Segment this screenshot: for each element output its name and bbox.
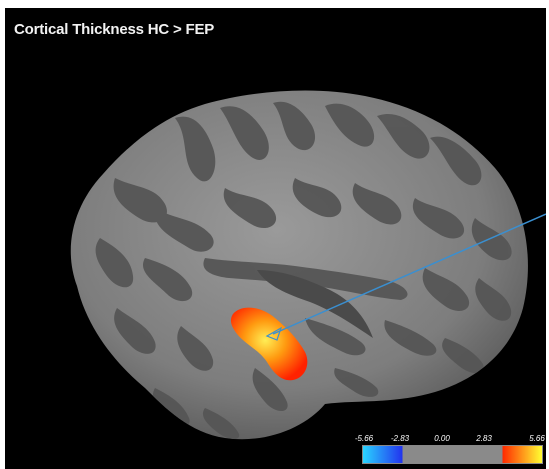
inflated-cortex-surface <box>70 90 546 440</box>
figure-title: Cortical Thickness HC > FEP <box>14 21 215 38</box>
pointer-line <box>272 213 546 335</box>
brain-hemisphere <box>70 90 528 440</box>
colorbar-tick-min: -5.66 <box>354 434 374 443</box>
colorbar-tick-neg: -2.83 <box>390 434 410 443</box>
pointer-arrow-icon <box>265 326 283 341</box>
significant-cluster <box>230 307 308 381</box>
colorbar-tick-max: 5.66 <box>529 434 545 443</box>
brain-render-panel: Cortical Thickness HC > FEP <box>5 8 546 469</box>
colorbar-tick-pos: 2.83 <box>476 434 492 443</box>
colorbar-tick-zero: 0.00 <box>434 434 450 443</box>
colorbar <box>362 445 543 464</box>
